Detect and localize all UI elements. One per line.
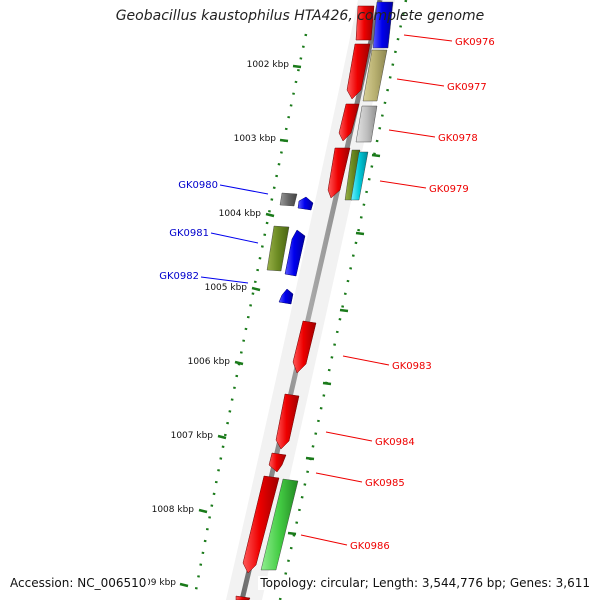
gene-label-GK0985[interactable]: GK0985 bbox=[365, 478, 405, 489]
tick-1002 bbox=[292, 64, 302, 69]
gene-GK0986-cog[interactable] bbox=[260, 478, 299, 571]
gene-GK0977-cog[interactable] bbox=[362, 49, 388, 102]
tick-1003 bbox=[279, 138, 289, 143]
leaders-right bbox=[300, 34, 453, 546]
reverse-cog-genes bbox=[266, 192, 298, 272]
kbp-label-1007: 1007 kbp bbox=[171, 431, 214, 441]
gene-GK0980[interactable] bbox=[297, 196, 314, 211]
tick-1007 bbox=[217, 434, 227, 440]
gene-GK0978-cog[interactable] bbox=[355, 105, 378, 143]
tick-1008 bbox=[198, 508, 208, 514]
gene-label-GK0986[interactable]: GK0986 bbox=[350, 541, 390, 552]
forward-genes bbox=[235, 5, 375, 600]
gene-GK0977[interactable] bbox=[346, 43, 371, 100]
leaders-left bbox=[200, 184, 269, 284]
gene-GK0986[interactable] bbox=[242, 475, 280, 574]
tick-1009 bbox=[179, 582, 189, 588]
tick-1005 bbox=[251, 286, 261, 292]
gene-GK0979[interactable] bbox=[327, 147, 351, 199]
kbp-label-1002: 1002 kbp bbox=[247, 60, 290, 70]
gene-GK0979-cog-b[interactable] bbox=[350, 151, 369, 201]
gene-GK0981-cog[interactable] bbox=[266, 225, 290, 272]
gene-GK0982[interactable] bbox=[278, 288, 294, 305]
right-dashes bbox=[287, 153, 381, 536]
cog-genes bbox=[260, 1, 394, 571]
gene-GK0976[interactable] bbox=[355, 5, 375, 41]
kbp-ticks bbox=[179, 64, 302, 588]
gene-GK0976-cog[interactable] bbox=[372, 1, 394, 49]
gene-GK0978[interactable] bbox=[338, 103, 360, 142]
gene-label-GK0978[interactable]: GK0978 bbox=[438, 133, 478, 144]
gene-label-GK0981[interactable]: GK0981 bbox=[169, 228, 209, 239]
genome-title: Geobacillus kaustophilus HTA426, complet… bbox=[115, 8, 485, 24]
kbp-label-1004: 1004 kbp bbox=[219, 209, 262, 219]
tick-1004 bbox=[265, 212, 275, 218]
kbp-label-1009: 1009 kbp bbox=[134, 578, 177, 588]
gene-label-GK0979[interactable]: GK0979 bbox=[429, 184, 469, 195]
kbp-label-1003: 1003 kbp bbox=[234, 134, 277, 144]
kbp-label-1008: 1008 kbp bbox=[152, 505, 195, 515]
gene-next[interactable] bbox=[235, 595, 251, 600]
gene-label-GK0983[interactable]: GK0983 bbox=[392, 361, 432, 372]
kbp-label-1005: 1005 kbp bbox=[205, 283, 248, 293]
accession-text: Accession: NC_006510 bbox=[8, 576, 149, 590]
gene-label-GK0982[interactable]: GK0982 bbox=[159, 271, 199, 282]
gene-GK0984[interactable] bbox=[275, 393, 300, 450]
gene-GK0981[interactable] bbox=[284, 229, 306, 277]
reverse-genes bbox=[278, 196, 314, 305]
kbp-label-1006: 1006 kbp bbox=[188, 357, 231, 367]
gene-GK0983[interactable] bbox=[292, 320, 317, 374]
gene-label-GK0980[interactable]: GK0980 bbox=[178, 180, 218, 191]
gene-label-GK0977[interactable]: GK0977 bbox=[447, 82, 487, 93]
genome-summary: Topology: circular; Length: 3,544,776 bp… bbox=[258, 576, 592, 590]
gene-GK0985[interactable] bbox=[268, 452, 287, 473]
gene-label-GK0984[interactable]: GK0984 bbox=[375, 437, 415, 448]
tick-1006 bbox=[234, 360, 244, 366]
gene-label-GK0976[interactable]: GK0976 bbox=[455, 37, 495, 48]
gene-GK0980-cog[interactable] bbox=[279, 192, 298, 207]
